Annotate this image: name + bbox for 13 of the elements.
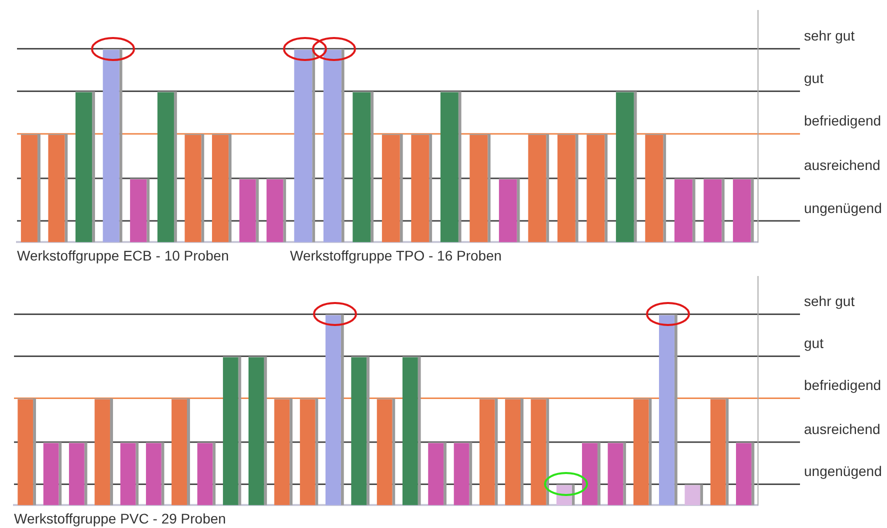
- x-axis-title: Werkstoffgruppe PVC - 29 Proben: [14, 510, 226, 526]
- ref-line-label: befriedigend: [804, 377, 882, 394]
- ref-line-label: ungenügend: [804, 463, 882, 480]
- ref-line-label: ungenügend: [804, 200, 882, 216]
- x-axis-title: Werkstoffgruppe ECB - 10 Proben: [17, 247, 229, 264]
- ref-line-label: gut: [804, 335, 824, 352]
- ref-line-label: befriedigend: [804, 112, 882, 129]
- ref-line-label: gut: [804, 70, 824, 86]
- x-axis-title: Werkstoffgruppe TPO - 16 Proben: [290, 247, 502, 264]
- ref-line-label: ausreichend: [804, 157, 880, 174]
- ref-line-label: sehr gut: [804, 293, 855, 310]
- ref-line-label: ausreichend: [804, 421, 880, 438]
- ref-line-label: sehr gut: [804, 28, 855, 44]
